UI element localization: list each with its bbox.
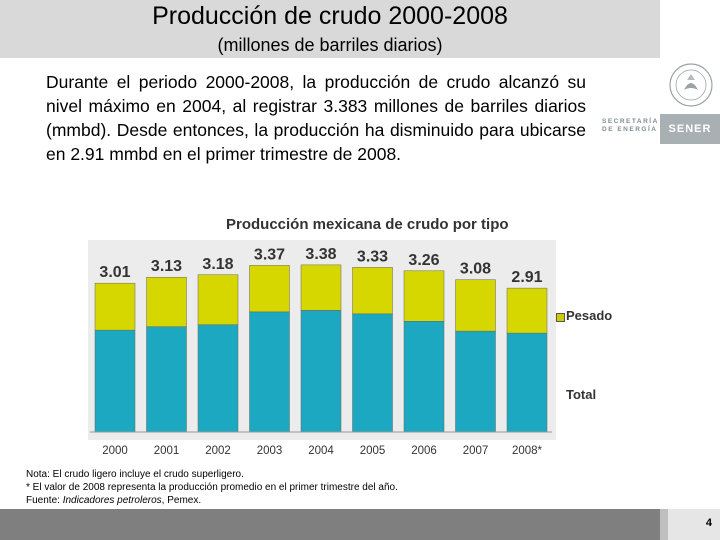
secretaria-line2: DE ENERGÍA (602, 126, 658, 133)
total-label-2000: 3.01 (99, 264, 130, 281)
total-label-2003: 3.37 (254, 246, 285, 263)
category-label-2007: 2007 (463, 445, 489, 457)
total-label-2006: 3.26 (408, 252, 439, 269)
page-subtitle: (millones de barriles diarios) (217, 35, 443, 55)
page-number-box: 4 (668, 509, 720, 540)
total-label-2002: 3.18 (202, 256, 233, 273)
secretaria-line1: SECRETARÍA (602, 118, 659, 125)
footer-band (0, 509, 660, 540)
bar-lower-2007 (455, 330, 496, 433)
note-source-suffix: , Pemex. (161, 495, 202, 506)
bar-lower-2001 (146, 326, 187, 433)
legend-pesado: Pesado (566, 308, 613, 323)
bar-lower-2000 (94, 329, 136, 433)
bar-pesado-2006 (403, 270, 445, 322)
note-line-1: Nota: El crudo ligero incluye el crudo s… (26, 469, 244, 480)
page-number: 4 (705, 517, 712, 529)
footnotes: Nota: El crudo ligero incluye el crudo s… (26, 468, 398, 507)
total-label-2001: 3.13 (151, 258, 182, 275)
footer-gap (660, 509, 668, 540)
category-label-2006: 2006 (411, 445, 437, 457)
note-source-prefix: Fuente: (26, 495, 63, 506)
page-title: Producción de crudo 2000-2008 (152, 2, 508, 30)
category-label-2003: 2003 (257, 445, 283, 457)
total-label-2007: 3.08 (460, 261, 491, 278)
note-source-title: Indicadores petroleros (62, 495, 162, 506)
bar-pesado-2001 (146, 276, 187, 327)
bar-pesado-2005 (352, 267, 393, 315)
bar-pesado-2004 (300, 264, 342, 311)
category-label-2008*: 2008* (512, 445, 543, 457)
sener-logo: SENER (660, 114, 720, 144)
total-label-2005: 3.33 (357, 248, 388, 265)
bar-lower-2008* (506, 332, 548, 433)
category-label-2002: 2002 (205, 445, 231, 457)
bar-pesado-2008* (506, 287, 548, 334)
category-label-2004: 2004 (308, 445, 334, 457)
legend-total: Total (566, 387, 597, 402)
bar-lower-2003 (249, 311, 290, 433)
bar-pesado-2000 (94, 282, 136, 331)
chart-title: Producción mexicana de crudo por tipo (226, 216, 509, 233)
bar-lower-2004 (300, 310, 342, 433)
total-label-2004: 3.38 (305, 246, 336, 263)
note-line-2: * El valor de 2008 representa la producc… (26, 482, 398, 493)
bar-pesado-2002 (197, 274, 239, 325)
category-label-2000: 2000 (102, 445, 128, 457)
summary-paragraph: Durante el periodo 2000-2008, la producc… (46, 72, 586, 164)
bar-pesado-2007 (455, 279, 496, 332)
category-label-2001: 2001 (154, 445, 180, 457)
bar-lower-2006 (403, 320, 445, 433)
national-seal-icon (669, 63, 713, 107)
total-label-2008*: 2.91 (511, 269, 542, 286)
bar-lower-2005 (352, 313, 393, 433)
bar-lower-2002 (197, 324, 239, 433)
legend-swatch-pesado (556, 313, 565, 322)
bar-pesado-2003 (249, 265, 290, 313)
note-line-3: Fuente: Indicadores petroleros, Pemex. (26, 494, 398, 507)
secretaria-text: SECRETARÍA DE ENERGÍA (602, 118, 659, 134)
title-band (0, 0, 660, 58)
category-label-2005: 2005 (360, 445, 386, 457)
